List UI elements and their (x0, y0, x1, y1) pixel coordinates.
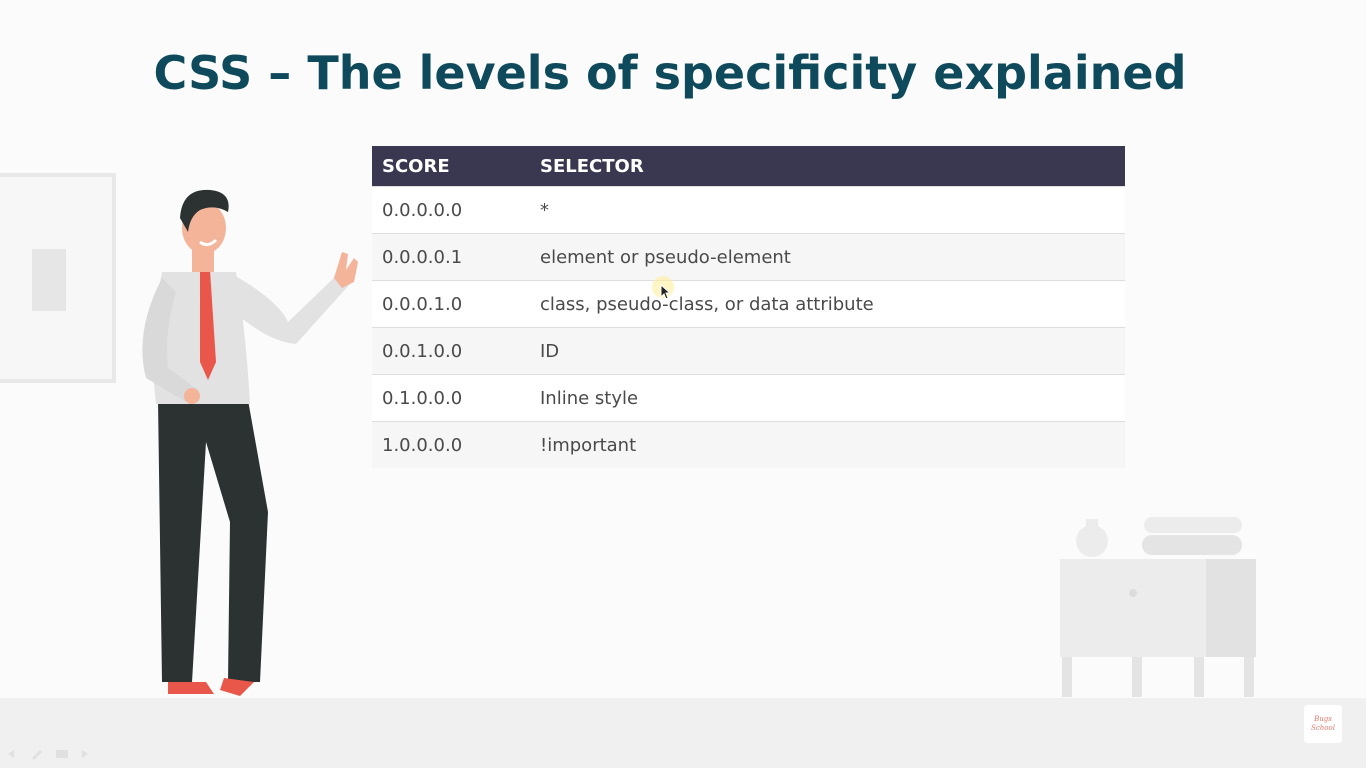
specificity-table: SCORE SELECTOR 0.0.0.0.0 * 0.0.0.0.1 ele… (372, 146, 1125, 468)
table-row: 1.0.0.0.0 !important (372, 421, 1125, 468)
selector-cell: !important (530, 421, 1125, 468)
selector-cell: Inline style (530, 374, 1125, 422)
header-score: SCORE (372, 146, 530, 187)
logo-line-1: Bugs (1314, 715, 1332, 723)
furniture-illustration (1060, 517, 1256, 697)
score-cell: 0.0.0.0.0 (372, 186, 530, 234)
slide-title: CSS – The levels of specificity explaine… (153, 46, 1187, 100)
selector-cell: element or pseudo-element (530, 233, 1125, 281)
score-cell: 0.0.0.1.0 (372, 280, 530, 328)
score-cell: 0.1.0.0.0 (372, 374, 530, 422)
wall-frame-inner (32, 249, 66, 311)
floor-background (0, 698, 1366, 768)
logo-line-2: School (1311, 724, 1335, 732)
player-prev-icon (8, 750, 14, 758)
score-cell: 0.0.0.0.1 (372, 233, 530, 281)
cursor-icon (660, 284, 672, 300)
table-header-row: SCORE SELECTOR (372, 146, 1125, 187)
table-row: 0.0.0.0.1 element or pseudo-element (372, 233, 1125, 281)
score-cell: 1.0.0.0.0 (372, 421, 530, 468)
player-controls[interactable] (6, 748, 90, 760)
table-row: 0.1.0.0.0 Inline style (372, 374, 1125, 422)
header-selector: SELECTOR (530, 146, 1125, 187)
table-row: 0.0.0.1.0 class, pseudo-class, or data a… (372, 280, 1125, 328)
player-pen-icon (32, 750, 42, 760)
score-cell: 0.0.1.0.0 (372, 327, 530, 375)
player-menu-icon (56, 750, 68, 758)
table-row: 0.0.0.0.0 * (372, 186, 1125, 234)
channel-logo: Bugs School (1304, 705, 1342, 743)
presenter-illustration (142, 189, 358, 696)
wall-frame-illustration (0, 173, 116, 383)
selector-cell: * (530, 186, 1125, 234)
selector-cell: ID (530, 327, 1125, 375)
table-row: 0.0.1.0.0 ID (372, 327, 1125, 375)
selector-cell: class, pseudo-class, or data attribute (530, 280, 1125, 328)
player-next-icon (82, 750, 88, 758)
